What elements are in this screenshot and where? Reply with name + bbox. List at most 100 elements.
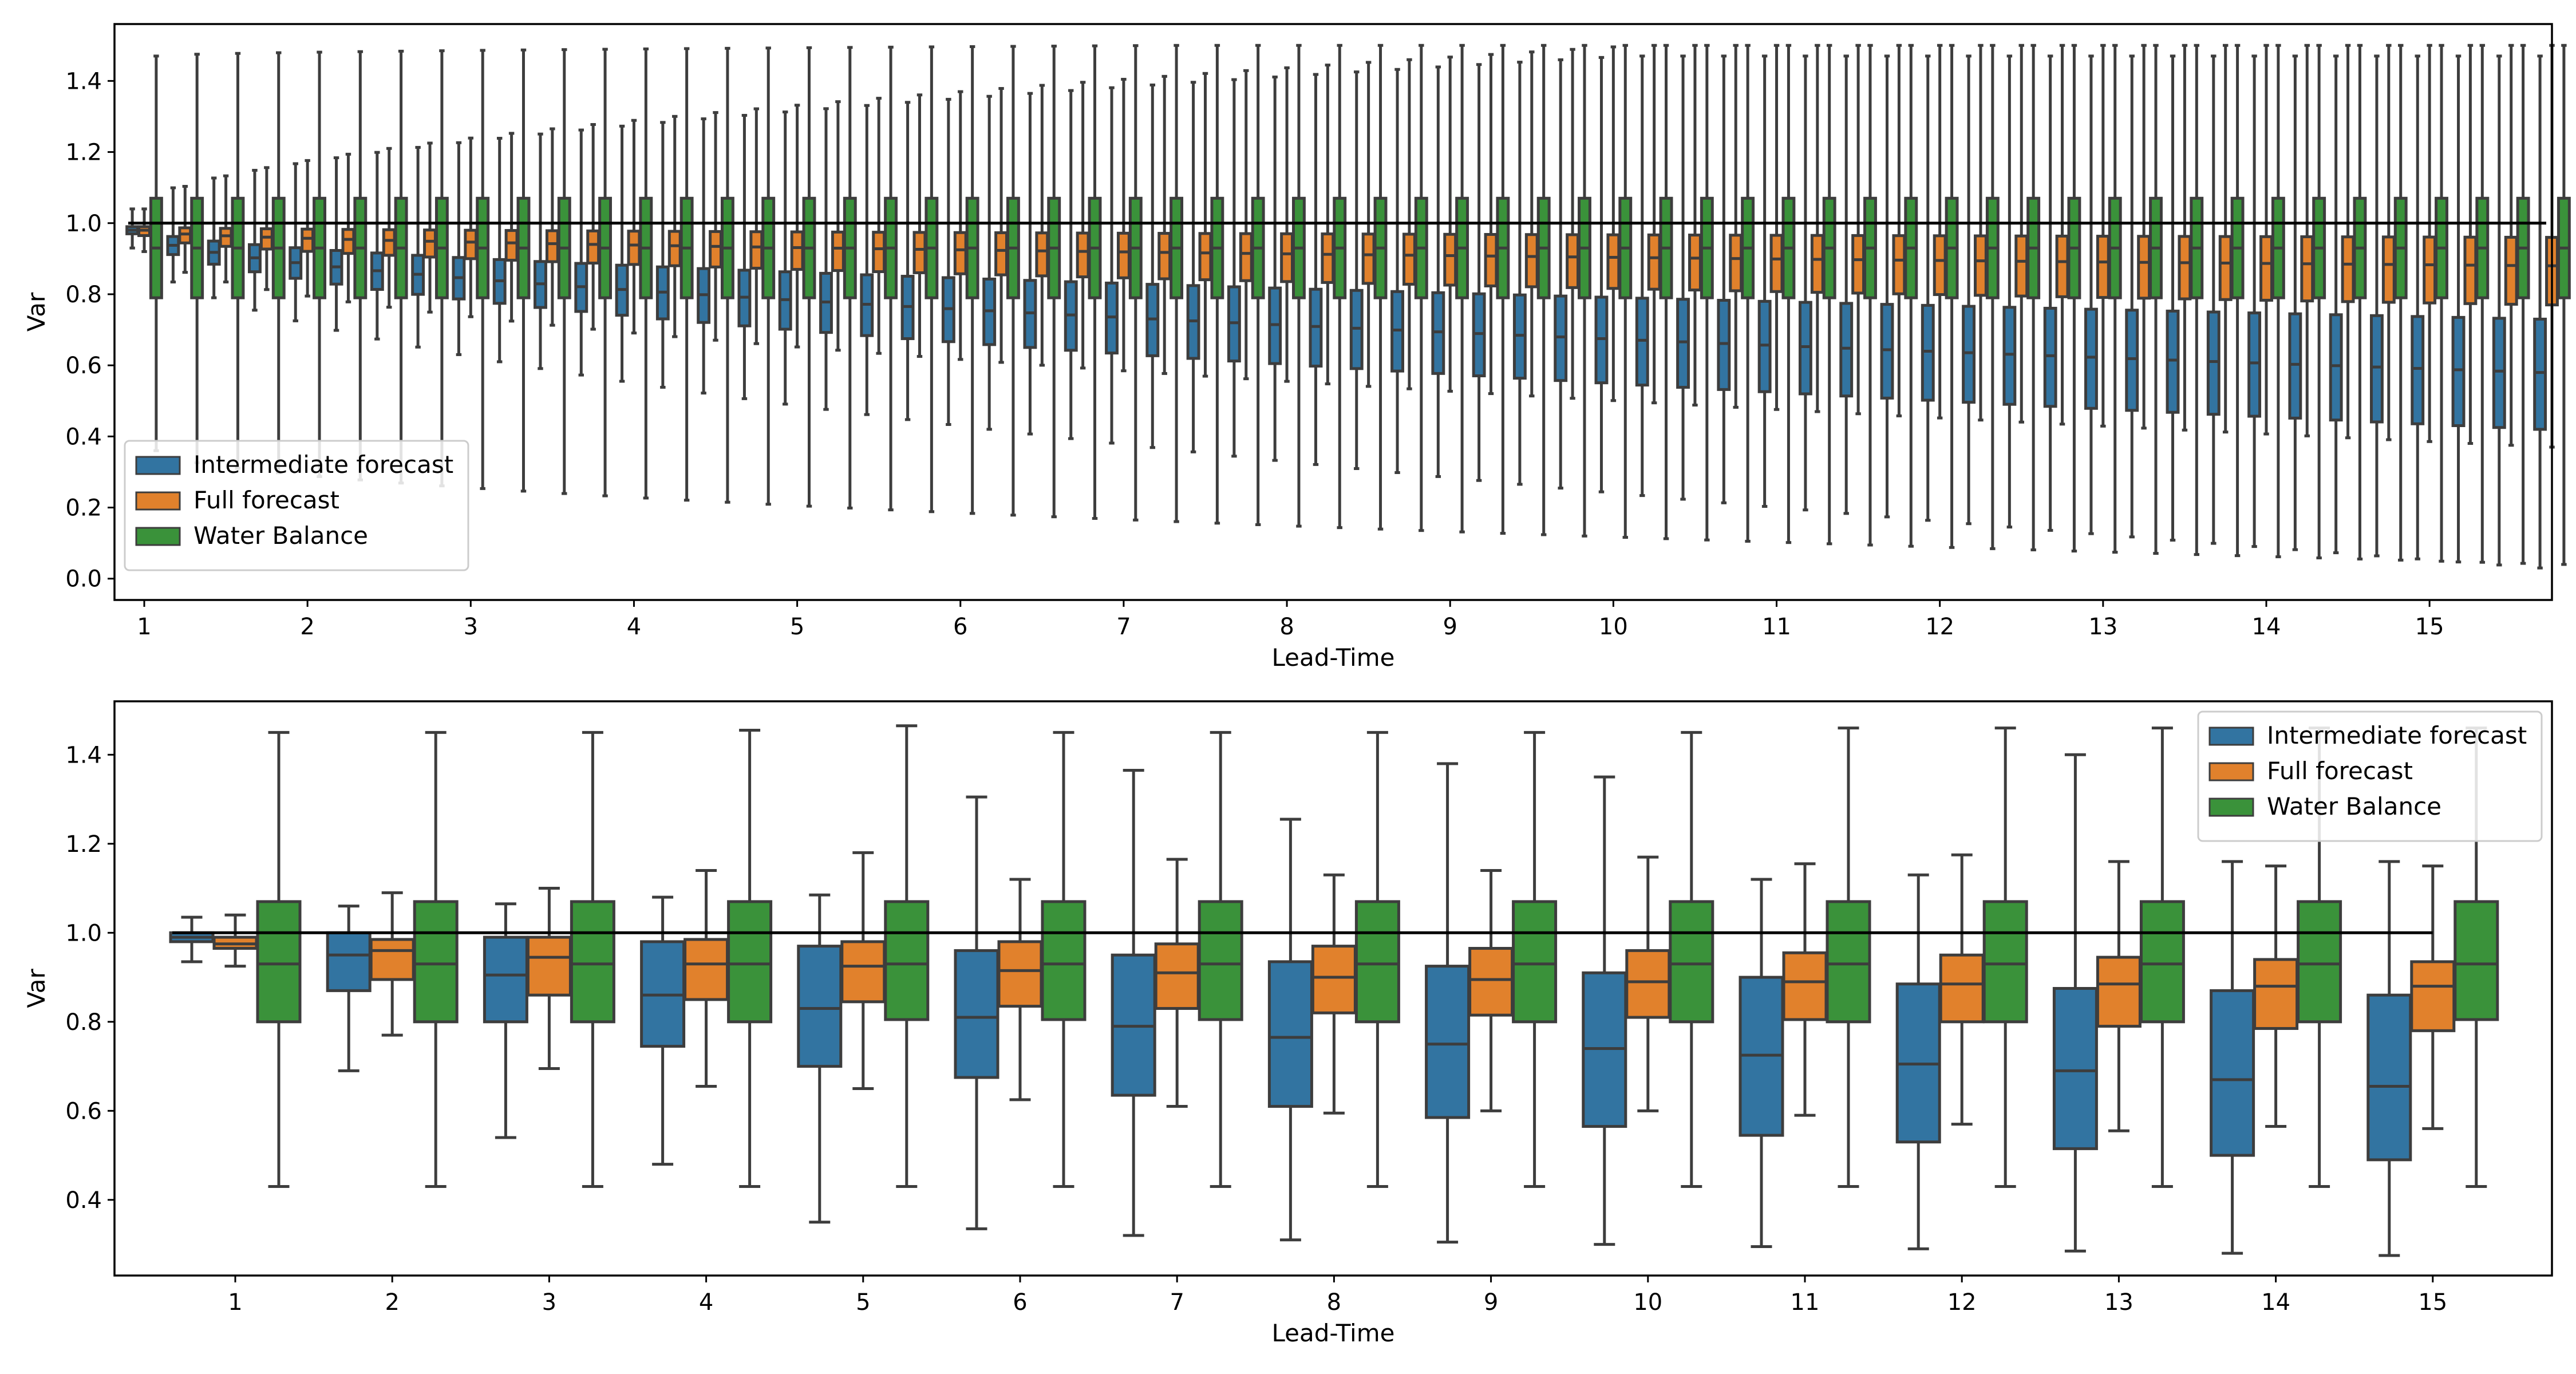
box-water-balance	[1333, 44, 1347, 530]
box-water-balance	[2475, 44, 2490, 564]
box-intermediate	[2366, 860, 2412, 1257]
box-water-balance	[1982, 727, 2028, 1188]
box-iqr	[369, 938, 415, 981]
box-iqr	[1625, 949, 1671, 1019]
y-tick-label: 1.0	[65, 920, 102, 946]
box-water-balance	[639, 47, 653, 500]
box-intermediate	[248, 168, 262, 312]
box-iqr	[627, 230, 641, 266]
box-full	[586, 123, 600, 331]
box-iqr	[504, 229, 519, 262]
x-tick-label: 8	[1327, 1289, 1341, 1316]
box-iqr	[683, 938, 729, 1001]
box-full	[1443, 56, 1457, 393]
box-iqr	[219, 227, 233, 248]
box-iqr	[1933, 234, 1947, 297]
y-tick-label: 0.0	[65, 566, 102, 593]
y-tick-label: 0.4	[65, 424, 102, 450]
x-tick-label: 15	[2418, 1289, 2447, 1316]
box-intermediate	[1717, 54, 1731, 504]
box-iqr	[1484, 232, 1498, 287]
box-iqr	[1361, 232, 1376, 285]
box-water-balance	[924, 45, 939, 514]
box-intermediate	[1757, 54, 1772, 508]
box-water-balance	[413, 731, 459, 1188]
box-water-balance	[1455, 44, 1469, 534]
box-intermediate	[615, 124, 629, 383]
box-iqr	[1826, 900, 1871, 1024]
box-water-balance	[394, 49, 408, 485]
y-tick-label: 1.2	[65, 831, 102, 858]
box-iqr	[912, 231, 927, 274]
box-iqr	[2504, 235, 2518, 306]
plot-frame	[113, 700, 2553, 1277]
box-full	[1321, 64, 1335, 386]
box-full	[683, 868, 729, 1088]
box-full	[526, 887, 572, 1070]
box-iqr	[464, 228, 478, 260]
box-water-balance	[1863, 44, 1877, 547]
box-iqr	[2288, 312, 2302, 420]
box-iqr	[1982, 900, 2028, 1024]
box-iqr	[2166, 309, 2180, 414]
box-full	[790, 104, 804, 349]
box-iqr	[1647, 233, 1661, 291]
box-iqr	[1921, 303, 1935, 402]
box-full	[667, 114, 682, 338]
box-water-balance	[1578, 44, 1591, 538]
box-full	[1468, 868, 1514, 1112]
box-iqr	[382, 228, 396, 257]
box-iqr	[1839, 302, 1854, 398]
box-iqr	[709, 230, 722, 269]
box-full	[1933, 44, 1947, 420]
box-iqr	[256, 900, 302, 1024]
box-full	[1198, 72, 1212, 378]
box-iqr	[1606, 233, 1621, 290]
box-intermediate	[900, 101, 915, 421]
box-full	[178, 184, 192, 274]
box-iqr	[2125, 309, 2139, 412]
legend-swatch	[135, 527, 181, 546]
box-full	[1974, 44, 1988, 422]
y-tick-label: 1.2	[65, 140, 102, 166]
box-intermediate	[860, 104, 874, 416]
legend-entry-label: Intermediate forecast	[193, 451, 453, 479]
x-tick-label: 3	[464, 614, 478, 640]
x-tick-label: 2	[300, 614, 314, 640]
box-full	[1688, 44, 1702, 407]
x-tick-label: 13	[2088, 614, 2117, 640]
box-full	[1402, 58, 1416, 390]
legend-entry-label: Water Balance	[193, 522, 368, 550]
box-iqr	[1880, 303, 1894, 400]
box-water-balance	[434, 49, 449, 488]
x-axis-label: Lead-Time	[1272, 643, 1395, 672]
box-intermediate	[982, 94, 997, 431]
x-tick-label: 3	[542, 1289, 556, 1316]
box-water-balance	[1669, 731, 1714, 1188]
box-full	[872, 97, 886, 355]
box-water-balance	[802, 46, 816, 508]
box-water-balance	[1354, 731, 1400, 1188]
box-full	[1606, 45, 1621, 402]
box-intermediate	[2492, 54, 2506, 567]
box-intermediate	[2125, 54, 2139, 539]
legend: Intermediate forecast Full forecast Water …	[124, 440, 469, 571]
box-full	[2381, 44, 2396, 441]
box-iqr	[790, 230, 804, 271]
box-iqr	[2463, 235, 2478, 305]
legend-frame	[2197, 710, 2543, 842]
box-intermediate	[1023, 92, 1037, 436]
box-full	[504, 132, 519, 323]
legend: Intermediate forecast Full forecast Water …	[2197, 710, 2543, 842]
legend-swatch	[135, 491, 181, 511]
box-intermediate	[737, 113, 752, 400]
x-tick-label: 1	[228, 1289, 242, 1316]
box-intermediate	[2411, 54, 2425, 560]
box-full	[1154, 858, 1200, 1108]
y-tick-label: 0.8	[65, 1009, 102, 1036]
box-iqr	[341, 228, 355, 255]
x-tick-label: 7	[1170, 1289, 1184, 1316]
box-intermediate	[941, 97, 955, 426]
y-axis-label: Var	[22, 292, 50, 331]
box-intermediate	[1739, 878, 1784, 1248]
